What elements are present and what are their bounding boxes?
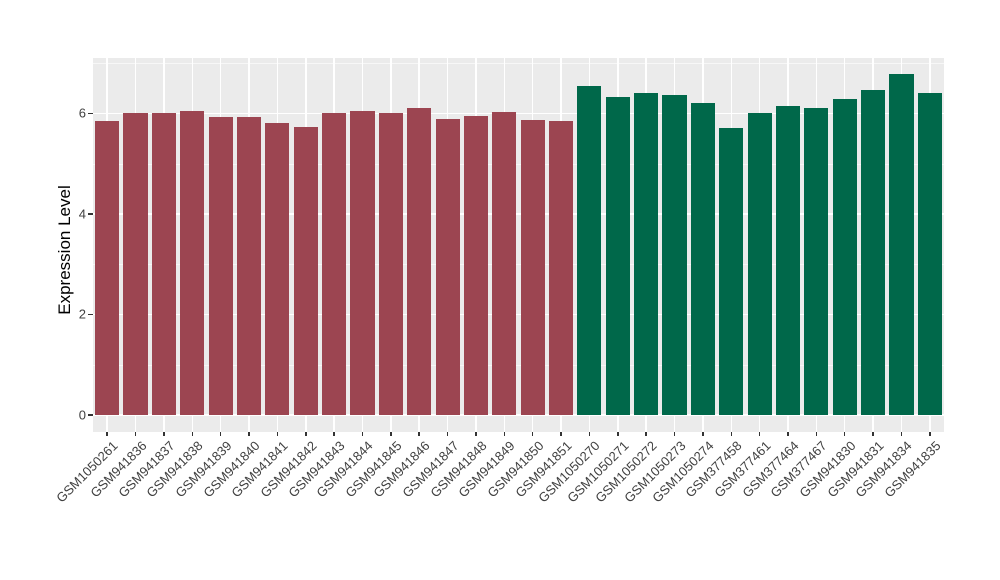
x-tick-mark	[702, 432, 704, 436]
bar-GSM1050261	[95, 120, 120, 415]
y-tick-mark	[88, 414, 93, 416]
x-tick-mark	[418, 432, 420, 436]
x-tick-mark	[191, 432, 194, 436]
x-tick-mark	[503, 432, 506, 436]
bar-GSM941838	[180, 110, 205, 415]
bar-GSM377464	[775, 105, 801, 415]
bar-GSM941840	[236, 116, 262, 415]
major-gridline	[93, 112, 944, 115]
x-tick-mark	[588, 432, 591, 436]
y-tick-label: 0	[78, 407, 86, 423]
y-tick-label: 6	[78, 105, 86, 121]
bar-GSM1050270	[577, 85, 602, 415]
bar-GSM941847	[435, 118, 460, 415]
y-tick-mark	[88, 213, 93, 215]
bar-GSM941835	[917, 92, 942, 415]
x-tick-mark	[843, 432, 846, 436]
bar-GSM941842	[293, 126, 318, 415]
x-tick-mark	[248, 432, 250, 436]
x-tick-mark	[560, 432, 562, 436]
bar-GSM941848	[463, 115, 488, 415]
x-tick-mark	[872, 432, 874, 436]
bar-GSM941831	[861, 90, 886, 415]
bar-GSM377458	[719, 128, 744, 415]
minor-gridline	[93, 264, 944, 266]
x-tick-mark	[531, 432, 534, 436]
x-tick-mark	[333, 432, 335, 436]
major-gridline	[93, 414, 944, 416]
bar-GSM941837	[151, 112, 176, 415]
x-tick-mark	[134, 432, 137, 436]
x-tick-mark	[219, 432, 222, 436]
x-tick-mark	[446, 432, 449, 436]
minor-gridline	[93, 63, 944, 65]
bar-GSM941850	[520, 119, 545, 415]
x-tick-mark	[645, 432, 647, 436]
x-tick-mark	[787, 432, 789, 436]
bar-GSM1050271	[605, 97, 630, 415]
x-tick-mark	[475, 432, 477, 436]
x-tick-mark	[276, 432, 279, 436]
x-tick-mark	[106, 432, 108, 436]
bar-GSM377461	[747, 113, 772, 415]
bar-GSM941845	[378, 112, 403, 415]
bar-GSM1050274	[690, 102, 715, 415]
y-tick-mark	[88, 313, 93, 316]
bar-GSM941834	[889, 74, 914, 415]
minor-gridline	[93, 364, 944, 366]
bar-GSM1050272	[634, 92, 659, 415]
minor-gridline	[93, 163, 944, 165]
x-tick-mark	[929, 432, 931, 436]
major-gridline	[93, 313, 944, 316]
y-tick-mark	[88, 112, 93, 115]
bar-GSM941844	[350, 110, 375, 415]
major-gridline	[93, 213, 944, 215]
bar-GSM941846	[407, 107, 432, 415]
bar-GSM941851	[548, 120, 574, 415]
x-tick-mark	[617, 432, 619, 436]
bar-GSM1050273	[662, 94, 687, 415]
x-tick-mark	[900, 432, 903, 436]
x-tick-mark	[815, 432, 818, 436]
x-tick-mark	[390, 432, 392, 436]
bar-GSM941830	[832, 98, 857, 415]
y-axis-title: Expression Level	[55, 185, 74, 315]
plot-panel	[93, 58, 944, 432]
y-tick-label: 2	[78, 306, 86, 322]
x-tick-mark	[758, 432, 761, 436]
bar-GSM377467	[804, 108, 829, 415]
y-tick-label: 4	[78, 206, 86, 222]
x-tick-mark	[361, 432, 364, 436]
bar-GSM941839	[208, 116, 233, 415]
x-tick-mark	[730, 432, 732, 436]
x-tick-mark	[673, 432, 676, 436]
bar-GSM941849	[492, 111, 517, 415]
bar-GSM941843	[322, 112, 347, 415]
x-tick-mark	[163, 432, 165, 436]
bar-GSM941836	[123, 112, 148, 415]
x-tick-mark	[305, 432, 307, 436]
bar-GSM941841	[265, 123, 290, 415]
